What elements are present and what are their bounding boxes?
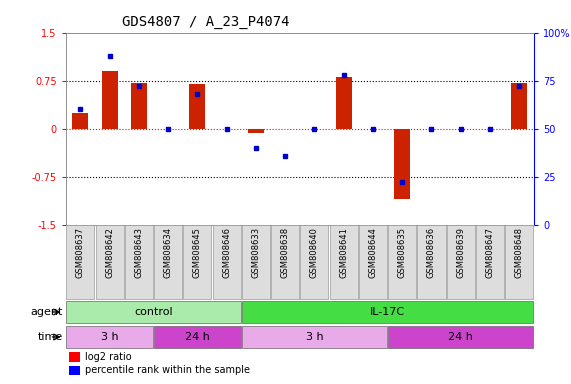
Text: GSM808636: GSM808636 [427,227,436,278]
FancyBboxPatch shape [271,225,299,299]
FancyBboxPatch shape [154,225,182,299]
Text: 24 h: 24 h [185,332,210,342]
FancyBboxPatch shape [66,225,94,299]
Bar [102,71,118,129]
Text: GSM808634: GSM808634 [163,227,172,278]
FancyBboxPatch shape [242,225,270,299]
FancyBboxPatch shape [300,225,328,299]
Text: control: control [134,307,173,317]
Text: GSM808642: GSM808642 [105,227,114,278]
Text: 3 h: 3 h [100,332,118,342]
Bar [69,366,81,375]
Bar [190,84,206,129]
FancyBboxPatch shape [66,301,240,323]
Text: 24 h: 24 h [448,332,473,342]
Text: GSM808646: GSM808646 [222,227,231,278]
Bar [69,352,81,362]
FancyBboxPatch shape [212,225,240,299]
Text: GDS4807 / A_23_P4074: GDS4807 / A_23_P4074 [122,15,290,29]
Text: GSM808648: GSM808648 [514,227,524,278]
FancyBboxPatch shape [183,225,211,299]
Text: GSM808638: GSM808638 [280,227,289,278]
Bar [248,129,264,133]
FancyBboxPatch shape [66,326,153,348]
Bar [336,78,352,129]
Bar [394,129,410,199]
FancyBboxPatch shape [388,225,416,299]
Text: GSM808640: GSM808640 [310,227,319,278]
FancyBboxPatch shape [242,301,533,323]
FancyBboxPatch shape [359,225,387,299]
Text: GSM808641: GSM808641 [339,227,348,278]
Text: IL-17C: IL-17C [370,307,405,317]
Text: agent: agent [30,307,63,317]
Bar [73,113,89,129]
FancyBboxPatch shape [476,225,504,299]
FancyBboxPatch shape [154,326,240,348]
Text: GSM808637: GSM808637 [76,227,85,278]
FancyBboxPatch shape [417,225,445,299]
Text: 3 h: 3 h [305,332,323,342]
Text: time: time [38,332,63,342]
Text: GSM808633: GSM808633 [251,227,260,278]
Text: GSM808639: GSM808639 [456,227,465,278]
FancyBboxPatch shape [242,326,387,348]
Bar [511,83,527,129]
Text: GSM808643: GSM808643 [134,227,143,278]
FancyBboxPatch shape [329,225,357,299]
Text: log2 ratio: log2 ratio [85,352,132,362]
FancyBboxPatch shape [388,326,533,348]
FancyBboxPatch shape [447,225,475,299]
Text: percentile rank within the sample: percentile rank within the sample [85,366,250,376]
Text: GSM808635: GSM808635 [397,227,407,278]
FancyBboxPatch shape [505,225,533,299]
Text: GSM808647: GSM808647 [485,227,494,278]
FancyBboxPatch shape [95,225,123,299]
Text: GSM808644: GSM808644 [368,227,377,278]
Bar [131,83,147,129]
Text: GSM808645: GSM808645 [193,227,202,278]
FancyBboxPatch shape [125,225,153,299]
